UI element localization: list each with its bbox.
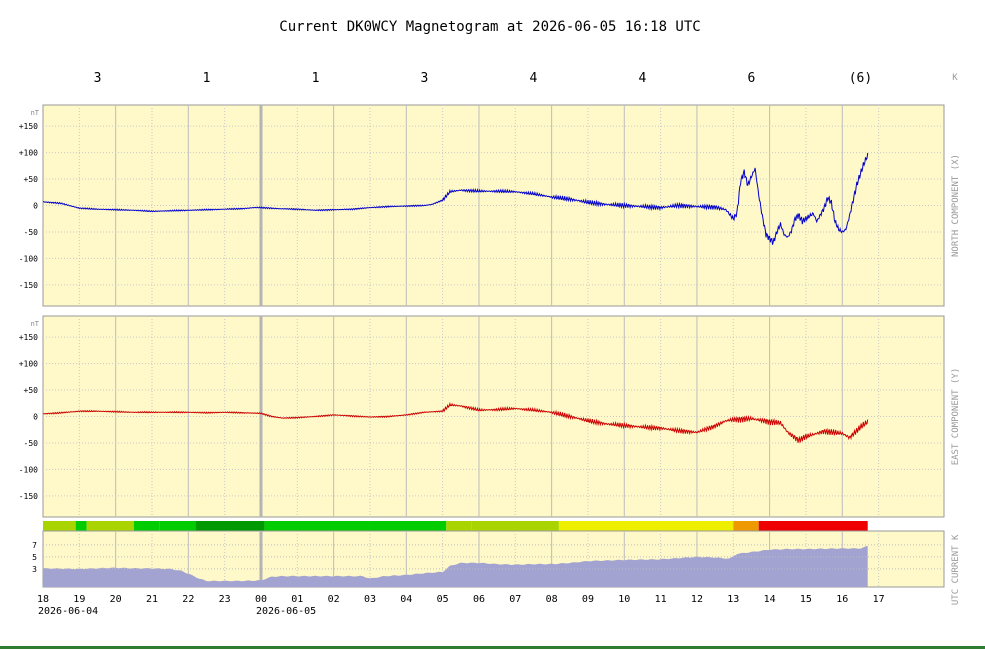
x-tick-label: 07 bbox=[509, 594, 521, 605]
x-tick-label: 21 bbox=[146, 594, 158, 605]
x-tick-label: 08 bbox=[546, 594, 558, 605]
k-strip-segment bbox=[43, 521, 76, 531]
y-tick-label: 7 bbox=[32, 541, 37, 550]
k-index-header: 3 1 1 3 4 4 6 (6) K bbox=[94, 71, 959, 86]
y-tick-label: +50 bbox=[24, 175, 39, 184]
y-tick-label: -100 bbox=[19, 254, 38, 263]
bottom-divider bbox=[0, 646, 985, 649]
k-area bbox=[43, 546, 868, 587]
current-k-panel: 7 5 3 CURRENT K bbox=[32, 521, 961, 588]
x-tick-label: 00 bbox=[255, 594, 267, 605]
y-tick-label: +150 bbox=[19, 333, 38, 342]
k-strip-segment bbox=[159, 521, 196, 531]
k-strip-segment bbox=[369, 521, 447, 531]
x-tick-label: 20 bbox=[110, 594, 122, 605]
k-strip-segment bbox=[558, 521, 734, 531]
x-tick-label: 15 bbox=[800, 594, 812, 605]
y-tick-label: -50 bbox=[24, 439, 39, 448]
y-tick-label: +100 bbox=[19, 149, 38, 158]
x-tick-label: 09 bbox=[582, 594, 594, 605]
x-tick-label: 23 bbox=[219, 594, 231, 605]
k-strip-segment bbox=[195, 521, 265, 531]
k-strip-segment bbox=[446, 521, 472, 531]
y-tick-label: -150 bbox=[19, 492, 38, 501]
x-tick-label: 18 bbox=[37, 594, 49, 605]
chart-title: Current DK0WCY Magnetogram at 2026-06-05… bbox=[279, 19, 700, 35]
y-tick-label: +50 bbox=[24, 386, 39, 395]
k-strip-segment bbox=[758, 521, 868, 531]
x-tick-label: 06 bbox=[473, 594, 485, 605]
x-tick-label: 16 bbox=[836, 594, 848, 605]
y-tick-label: 0 bbox=[33, 202, 38, 211]
k-header-value: 1 bbox=[203, 71, 211, 86]
north-component-panel: +150 +100 +50 0 -50 -100 -150 nT NORTH COMPONENT… bbox=[19, 104, 961, 307]
series-line-east bbox=[42, 401, 869, 443]
panel-axis-label: CURRENT K bbox=[951, 534, 961, 583]
y-tick-label: 0 bbox=[33, 413, 38, 422]
x-axis-label: UTC bbox=[951, 589, 961, 605]
k-strip-segment bbox=[733, 521, 759, 531]
k-header-value: (6) bbox=[849, 71, 872, 86]
x-tick-label: 12 bbox=[691, 594, 703, 605]
y-tick-label: 5 bbox=[32, 553, 37, 562]
k-header-value: 4 bbox=[530, 71, 538, 86]
date-label: 2026-06-05 bbox=[256, 606, 316, 617]
y-tick-label: +150 bbox=[19, 122, 38, 131]
k-strip-segment bbox=[264, 521, 370, 531]
x-tick-label: 03 bbox=[364, 594, 376, 605]
x-tick-label: 13 bbox=[727, 594, 739, 605]
x-tick-label: 04 bbox=[400, 594, 412, 605]
unit-label: nT bbox=[31, 109, 40, 117]
x-tick-label: 10 bbox=[618, 594, 630, 605]
y-tick-label: -100 bbox=[19, 465, 38, 474]
k-strip-segment bbox=[86, 521, 134, 531]
k-header-value: 1 bbox=[312, 71, 320, 86]
y-tick-label: -50 bbox=[24, 228, 39, 237]
k-strip-segment bbox=[75, 521, 87, 531]
y-tick-label: +100 bbox=[19, 360, 38, 369]
y-tick-label: -150 bbox=[19, 281, 38, 290]
k-header-value: 3 bbox=[421, 71, 429, 86]
series-line-north bbox=[42, 152, 869, 245]
k-header-value: 3 bbox=[94, 71, 102, 86]
time-axis: 18 19 20 21 22 23 00 01 02 03 04 05 06 07 08 09 10 11 12 13… bbox=[37, 589, 961, 617]
x-tick-label: 01 bbox=[291, 594, 303, 605]
x-tick-label: 14 bbox=[764, 594, 776, 605]
x-tick-label: 22 bbox=[182, 594, 194, 605]
east-component-panel: +150 +100 +50 0 -50 -100 -150 nT EAST COMPONENT … bbox=[19, 315, 961, 518]
unit-label: nT bbox=[31, 320, 40, 328]
panel-axis-label: NORTH COMPONENT (X) bbox=[951, 154, 961, 257]
k-strip-segment bbox=[133, 521, 160, 531]
x-tick-label: 11 bbox=[655, 594, 667, 605]
y-tick-label: 3 bbox=[32, 565, 37, 574]
k-header-value: 6 bbox=[748, 71, 756, 86]
x-tick-label: 17 bbox=[873, 594, 885, 605]
k-header-label: K bbox=[952, 73, 958, 83]
panel-axis-label: EAST COMPONENT (Y) bbox=[951, 368, 961, 466]
k-strip-segment bbox=[471, 521, 559, 531]
x-tick-label: 02 bbox=[328, 594, 340, 605]
k-header-value: 4 bbox=[639, 71, 647, 86]
x-tick-label: 05 bbox=[437, 594, 449, 605]
date-label: 2026-06-04 bbox=[38, 606, 98, 617]
x-tick-label: 19 bbox=[73, 594, 85, 605]
